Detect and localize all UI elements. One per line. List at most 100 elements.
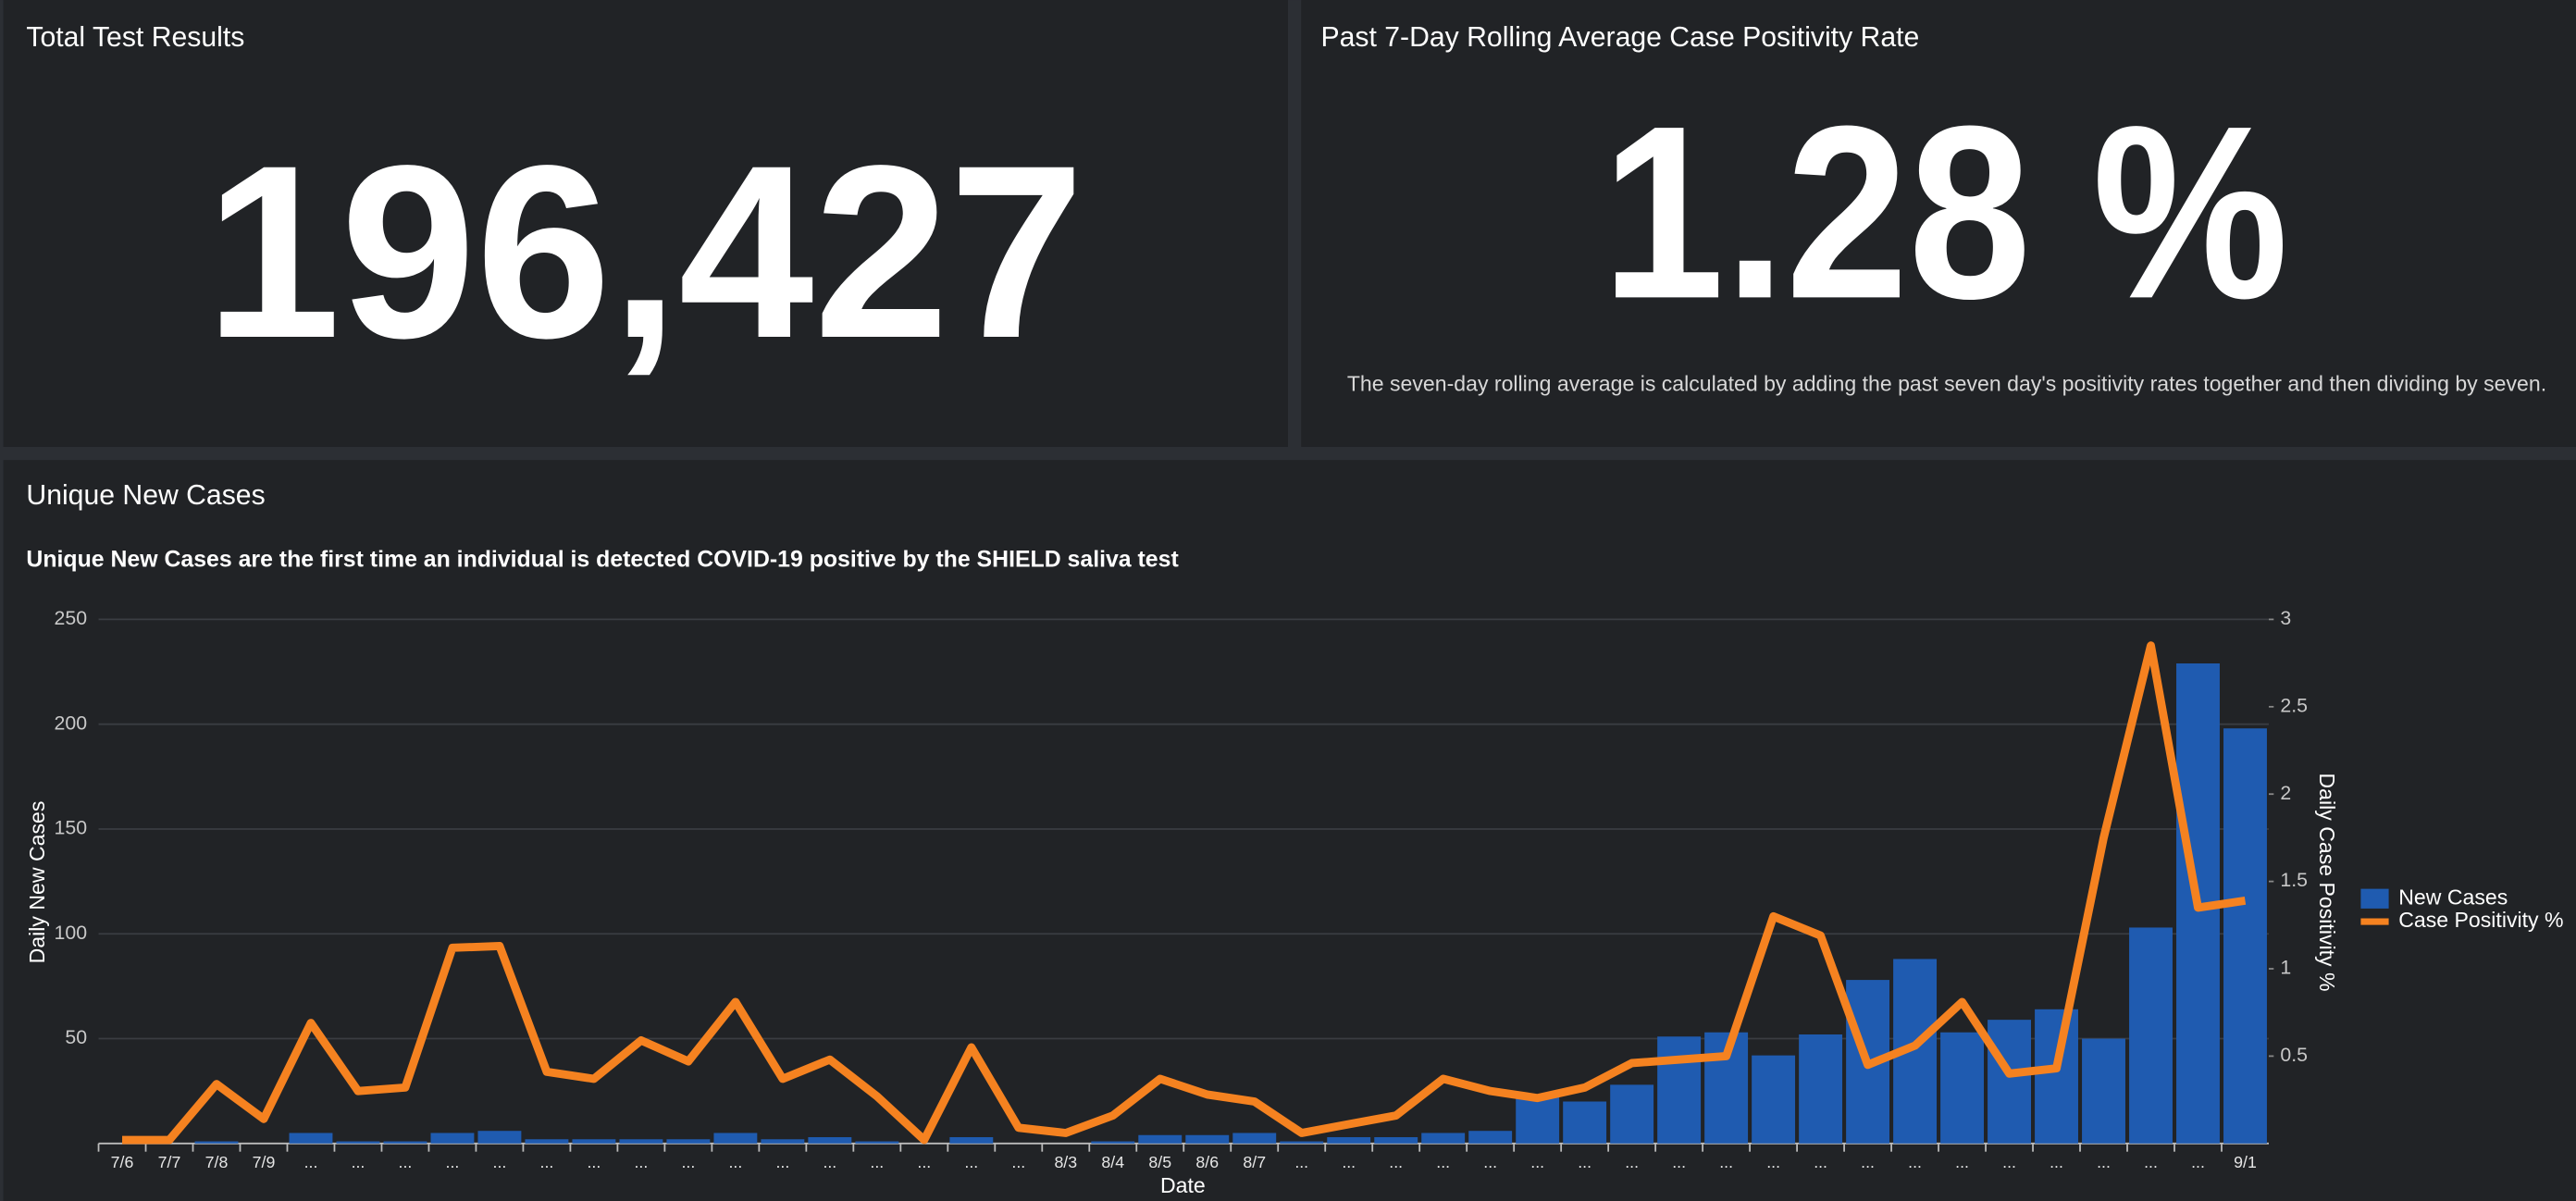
x-tick-label: ...: [1955, 1153, 1969, 1171]
bar: [2223, 728, 2267, 1144]
bar: [1988, 1020, 2031, 1144]
y-tick-label: 150: [55, 817, 88, 839]
x-tick-label: ...: [540, 1153, 554, 1171]
big-number: 196,427: [205, 115, 1084, 390]
bar: [2082, 1038, 2125, 1144]
bar: [761, 1139, 805, 1144]
bar: [808, 1137, 852, 1144]
x-tick-label: 8/4: [1101, 1153, 1124, 1171]
bar: [1516, 1096, 1560, 1144]
bar: [619, 1139, 663, 1144]
x-tick-label: ...: [1436, 1153, 1450, 1171]
x-tick-label: ...: [493, 1153, 507, 1171]
panel-title: Total Test Results: [26, 22, 244, 53]
x-tick-label: 9/1: [2234, 1153, 2257, 1171]
x-tick-label: 7/6: [111, 1153, 134, 1171]
x-tick-label: ...: [1908, 1153, 1922, 1171]
x-tick-label: ...: [917, 1153, 931, 1171]
y2-tick-label: 0.5: [2280, 1044, 2308, 1066]
bar: [572, 1139, 616, 1144]
x-tick-label: ...: [2191, 1153, 2205, 1171]
x-tick-label: ...: [1672, 1153, 1686, 1171]
big-number: 1.28 %: [1602, 75, 2288, 350]
x-tick-label: ...: [1578, 1153, 1591, 1171]
x-tick-label: ...: [2097, 1153, 2111, 1171]
panel-title: Past 7-Day Rolling Average Case Positivi…: [1321, 22, 1920, 53]
x-tick-label: ...: [1814, 1153, 1827, 1171]
bar: [1610, 1084, 1654, 1144]
x-axis-label: Date: [1160, 1173, 1206, 1197]
bar: [2129, 927, 2173, 1144]
panel-total: [3, 0, 1288, 447]
bar: [1185, 1134, 1230, 1144]
x-tick-label: ...: [2144, 1153, 2158, 1171]
x-tick-label: ...: [728, 1153, 742, 1171]
bar: [1657, 1036, 1702, 1144]
legend-label: Case Positivity %: [2398, 908, 2563, 932]
x-tick-label: ...: [1766, 1153, 1780, 1171]
x-tick-label: ...: [1861, 1153, 1875, 1171]
bar: [713, 1133, 758, 1144]
bar: [336, 1141, 380, 1144]
y-axis-label: Daily New Cases: [25, 801, 49, 964]
bar: [430, 1133, 475, 1144]
x-tick-label: ...: [1294, 1153, 1308, 1171]
legend-label: New Cases: [2398, 885, 2508, 909]
x-tick-label: ...: [352, 1153, 365, 1171]
chart-subtitle: Unique New Cases are the first time an i…: [26, 548, 1178, 573]
x-tick-label: 8/3: [1054, 1153, 1077, 1171]
x-tick-label: ...: [870, 1153, 884, 1171]
x-tick-label: ...: [1011, 1153, 1025, 1171]
x-tick-label: ...: [399, 1153, 413, 1171]
y2-tick-label: 2.5: [2280, 694, 2308, 716]
bar: [1563, 1101, 1607, 1144]
x-tick-label: ...: [2002, 1153, 2016, 1171]
x-tick-label: 8/5: [1148, 1153, 1171, 1171]
bar: [666, 1139, 711, 1144]
bar: [1421, 1133, 1466, 1144]
x-tick-label: 7/7: [158, 1153, 181, 1171]
bar: [1940, 1032, 1985, 1144]
x-tick-label: 8/6: [1195, 1153, 1219, 1171]
x-tick-label: 7/9: [253, 1153, 276, 1171]
bar: [289, 1133, 333, 1144]
bar: [525, 1139, 569, 1144]
x-tick-label: ...: [1483, 1153, 1497, 1171]
y2-axis-label: Daily Case Positivity %: [2315, 774, 2339, 992]
x-tick-label: ...: [2050, 1153, 2063, 1171]
x-tick-label: ...: [775, 1153, 789, 1171]
y2-tick-label: 1: [2280, 957, 2291, 979]
y2-tick-label: 1.5: [2280, 869, 2308, 891]
bar: [1374, 1137, 1418, 1144]
bar: [1232, 1133, 1277, 1144]
x-tick-label: ...: [304, 1153, 318, 1171]
bar: [477, 1131, 522, 1144]
bar: [1091, 1141, 1135, 1144]
x-tick-label: ...: [1625, 1153, 1639, 1171]
bar: [383, 1141, 427, 1144]
y-tick-label: 50: [65, 1026, 87, 1048]
x-tick-label: ...: [681, 1153, 695, 1171]
y2-tick-label: 3: [2280, 607, 2291, 629]
panel-note: The seven-day rolling average is calcula…: [1347, 372, 2546, 396]
bar: [2035, 1009, 2078, 1144]
bar: [194, 1141, 239, 1144]
x-tick-label: ...: [1719, 1153, 1733, 1171]
x-tick-label: ...: [1389, 1153, 1403, 1171]
x-tick-label: 8/7: [1243, 1153, 1266, 1171]
x-tick-label: ...: [823, 1153, 836, 1171]
line: [122, 641, 2247, 1145]
bar: [949, 1137, 994, 1144]
x-tick-label: 7/8: [205, 1153, 229, 1171]
x-tick-label: ...: [588, 1153, 601, 1171]
bar: [1327, 1137, 1371, 1144]
x-tick-label: ...: [634, 1153, 648, 1171]
x-tick-label: ...: [964, 1153, 978, 1171]
bar: [855, 1141, 899, 1144]
bar: [1280, 1141, 1324, 1144]
legend-swatch: [2360, 888, 2389, 909]
bar: [1799, 1034, 1843, 1144]
y-tick-label: 100: [55, 922, 88, 944]
bar: [1468, 1131, 1513, 1144]
panel-positivity: [1301, 0, 2576, 447]
